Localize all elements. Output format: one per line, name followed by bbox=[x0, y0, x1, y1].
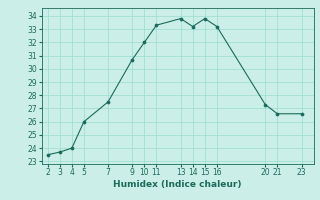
X-axis label: Humidex (Indice chaleur): Humidex (Indice chaleur) bbox=[113, 180, 242, 189]
